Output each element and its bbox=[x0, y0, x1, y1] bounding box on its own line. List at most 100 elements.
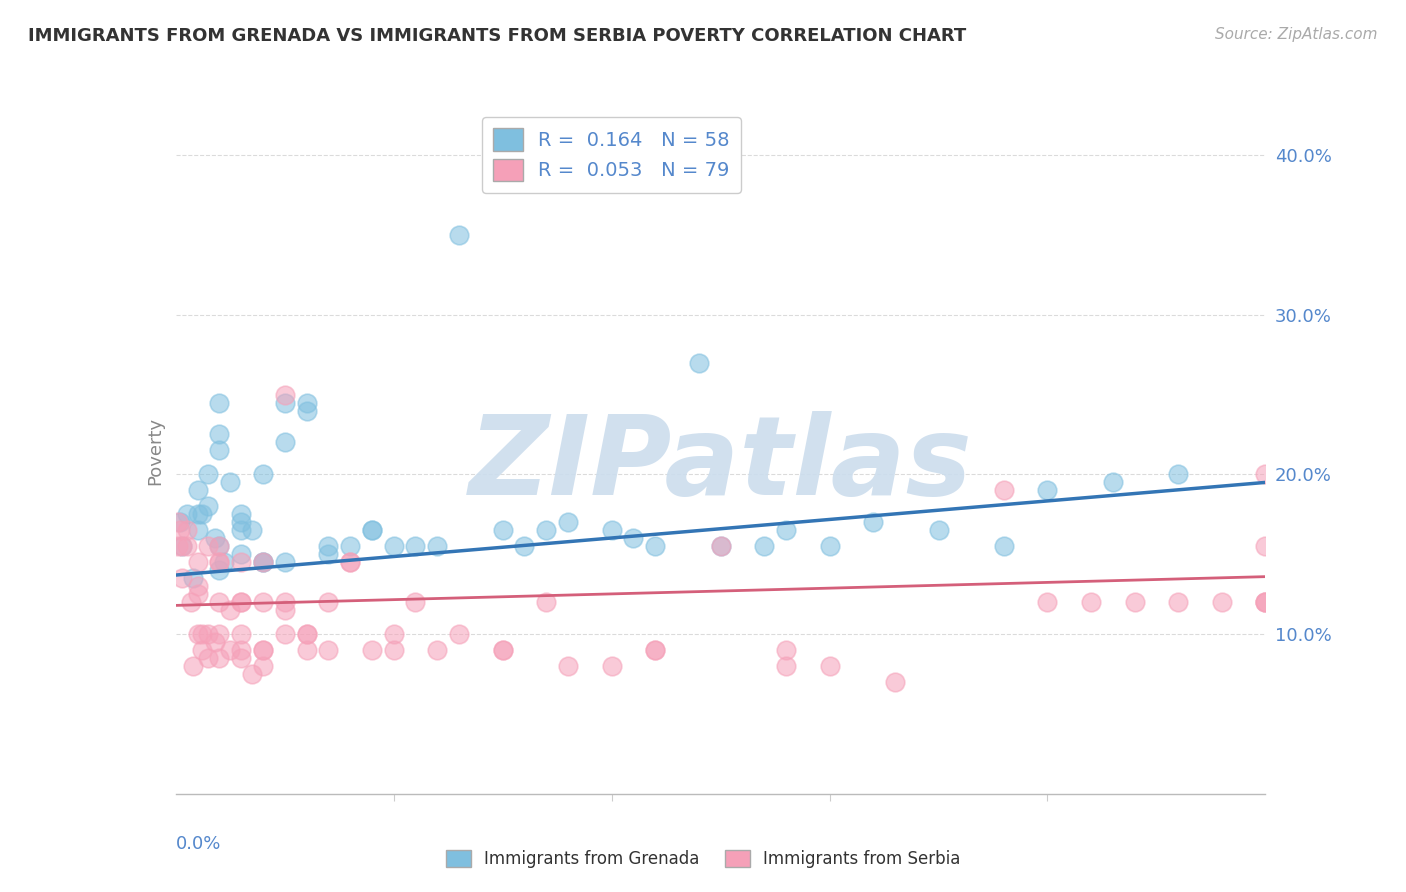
Point bbox=[1167, 595, 1189, 609]
Point bbox=[186, 524, 209, 538]
Point bbox=[181, 571, 204, 585]
Text: IMMIGRANTS FROM GRENADA VS IMMIGRANTS FROM SERBIA POVERTY CORRELATION CHART: IMMIGRANTS FROM GRENADA VS IMMIGRANTS FR… bbox=[28, 27, 966, 45]
Point bbox=[208, 395, 231, 409]
Point bbox=[360, 643, 382, 657]
Point bbox=[405, 539, 427, 553]
Point bbox=[252, 555, 274, 569]
Point bbox=[1211, 595, 1233, 609]
Point bbox=[1123, 595, 1146, 609]
Point bbox=[252, 595, 274, 609]
Point bbox=[208, 555, 231, 569]
Point bbox=[993, 539, 1015, 553]
Point bbox=[252, 643, 274, 657]
Point bbox=[208, 595, 231, 609]
Point bbox=[172, 539, 194, 553]
Legend: R =  0.164   N = 58, R =  0.053   N = 79: R = 0.164 N = 58, R = 0.053 N = 79 bbox=[482, 117, 741, 193]
Point bbox=[208, 539, 231, 553]
Point bbox=[240, 524, 263, 538]
Point bbox=[928, 524, 950, 538]
Point bbox=[240, 667, 263, 681]
Point bbox=[1254, 595, 1277, 609]
Point bbox=[172, 571, 194, 585]
Point bbox=[191, 627, 214, 641]
Point bbox=[447, 627, 470, 641]
Point bbox=[197, 651, 219, 665]
Point bbox=[295, 627, 318, 641]
Point bbox=[426, 539, 449, 553]
Point bbox=[208, 539, 231, 553]
Point bbox=[318, 595, 340, 609]
Point bbox=[176, 524, 198, 538]
Point bbox=[186, 508, 209, 522]
Point bbox=[231, 643, 253, 657]
Y-axis label: Poverty: Poverty bbox=[146, 417, 165, 484]
Point bbox=[710, 539, 733, 553]
Point bbox=[181, 659, 204, 673]
Point bbox=[231, 595, 253, 609]
Point bbox=[318, 547, 340, 561]
Point bbox=[644, 539, 666, 553]
Point bbox=[176, 539, 198, 553]
Point bbox=[208, 627, 231, 641]
Legend: Immigrants from Grenada, Immigrants from Serbia: Immigrants from Grenada, Immigrants from… bbox=[439, 843, 967, 875]
Point bbox=[295, 643, 318, 657]
Point bbox=[231, 547, 253, 561]
Point bbox=[557, 516, 579, 530]
Point bbox=[172, 539, 194, 553]
Point bbox=[382, 539, 405, 553]
Point bbox=[492, 643, 515, 657]
Point bbox=[231, 555, 253, 569]
Point bbox=[252, 555, 274, 569]
Point bbox=[274, 395, 297, 409]
Point bbox=[295, 395, 318, 409]
Point bbox=[818, 659, 841, 673]
Point bbox=[710, 539, 733, 553]
Point bbox=[492, 643, 515, 657]
Point bbox=[1167, 467, 1189, 482]
Point bbox=[644, 643, 666, 657]
Point bbox=[360, 524, 382, 538]
Point bbox=[318, 643, 340, 657]
Point bbox=[208, 563, 231, 577]
Point bbox=[1254, 595, 1277, 609]
Point bbox=[167, 516, 190, 530]
Point bbox=[274, 555, 297, 569]
Point bbox=[382, 627, 405, 641]
Point bbox=[993, 483, 1015, 498]
Point bbox=[600, 524, 623, 538]
Point bbox=[197, 627, 219, 641]
Point bbox=[186, 579, 209, 593]
Point bbox=[169, 524, 191, 538]
Point bbox=[534, 595, 557, 609]
Point bbox=[644, 643, 666, 657]
Point bbox=[231, 627, 253, 641]
Point bbox=[167, 539, 190, 553]
Point bbox=[252, 555, 274, 569]
Point bbox=[231, 508, 253, 522]
Point bbox=[775, 524, 797, 538]
Point bbox=[1254, 595, 1277, 609]
Point bbox=[775, 659, 797, 673]
Point bbox=[1036, 483, 1059, 498]
Point bbox=[360, 524, 382, 538]
Point bbox=[513, 539, 536, 553]
Point bbox=[426, 643, 449, 657]
Point bbox=[1080, 595, 1102, 609]
Point bbox=[557, 659, 579, 673]
Point bbox=[208, 427, 231, 442]
Point bbox=[231, 595, 253, 609]
Point bbox=[382, 643, 405, 657]
Point bbox=[219, 475, 242, 490]
Point bbox=[197, 500, 219, 514]
Point bbox=[186, 483, 209, 498]
Point bbox=[186, 627, 209, 641]
Point bbox=[274, 435, 297, 450]
Text: 0.0%: 0.0% bbox=[176, 835, 221, 853]
Point bbox=[197, 539, 219, 553]
Point bbox=[176, 508, 198, 522]
Point bbox=[208, 443, 231, 458]
Point bbox=[534, 524, 557, 538]
Point bbox=[252, 659, 274, 673]
Text: ZIPatlas: ZIPatlas bbox=[468, 410, 973, 517]
Point bbox=[186, 587, 209, 601]
